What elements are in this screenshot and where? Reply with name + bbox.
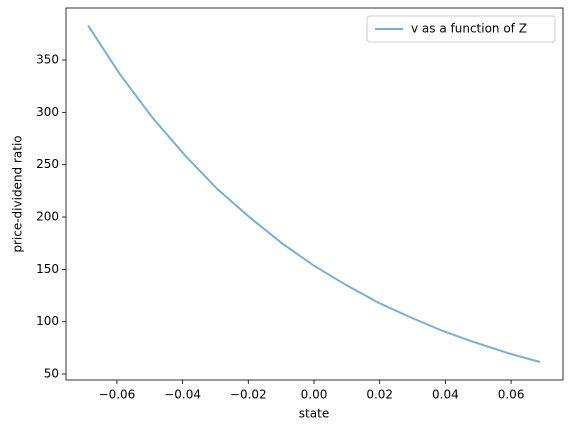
x-tick-label: −0.02 [230,388,267,402]
y-tick-label: 100 [36,314,59,328]
legend-box [366,15,556,43]
y-tick-label: 150 [36,262,59,276]
y-tick-label: 350 [36,53,59,67]
y-tick-label: 50 [44,367,59,381]
y-tick-label: 200 [36,210,59,224]
y-tick-label: 250 [36,157,59,171]
x-axis-label: state [299,407,329,421]
x-tick-label: 0.00 [301,388,328,402]
legend-label: v as a function of Z [411,22,527,36]
y-tick-label: 300 [36,105,59,119]
x-tick-label: 0.04 [432,388,459,402]
x-tick-label: 0.06 [498,388,525,402]
y-axis-label: price-dividend ratio [11,135,25,252]
x-tick-label: −0.04 [164,388,201,402]
line [87,24,541,363]
x-tick-label: 0.02 [366,388,393,402]
axes-frame [65,7,564,381]
x-tick-label: −0.06 [99,388,136,402]
